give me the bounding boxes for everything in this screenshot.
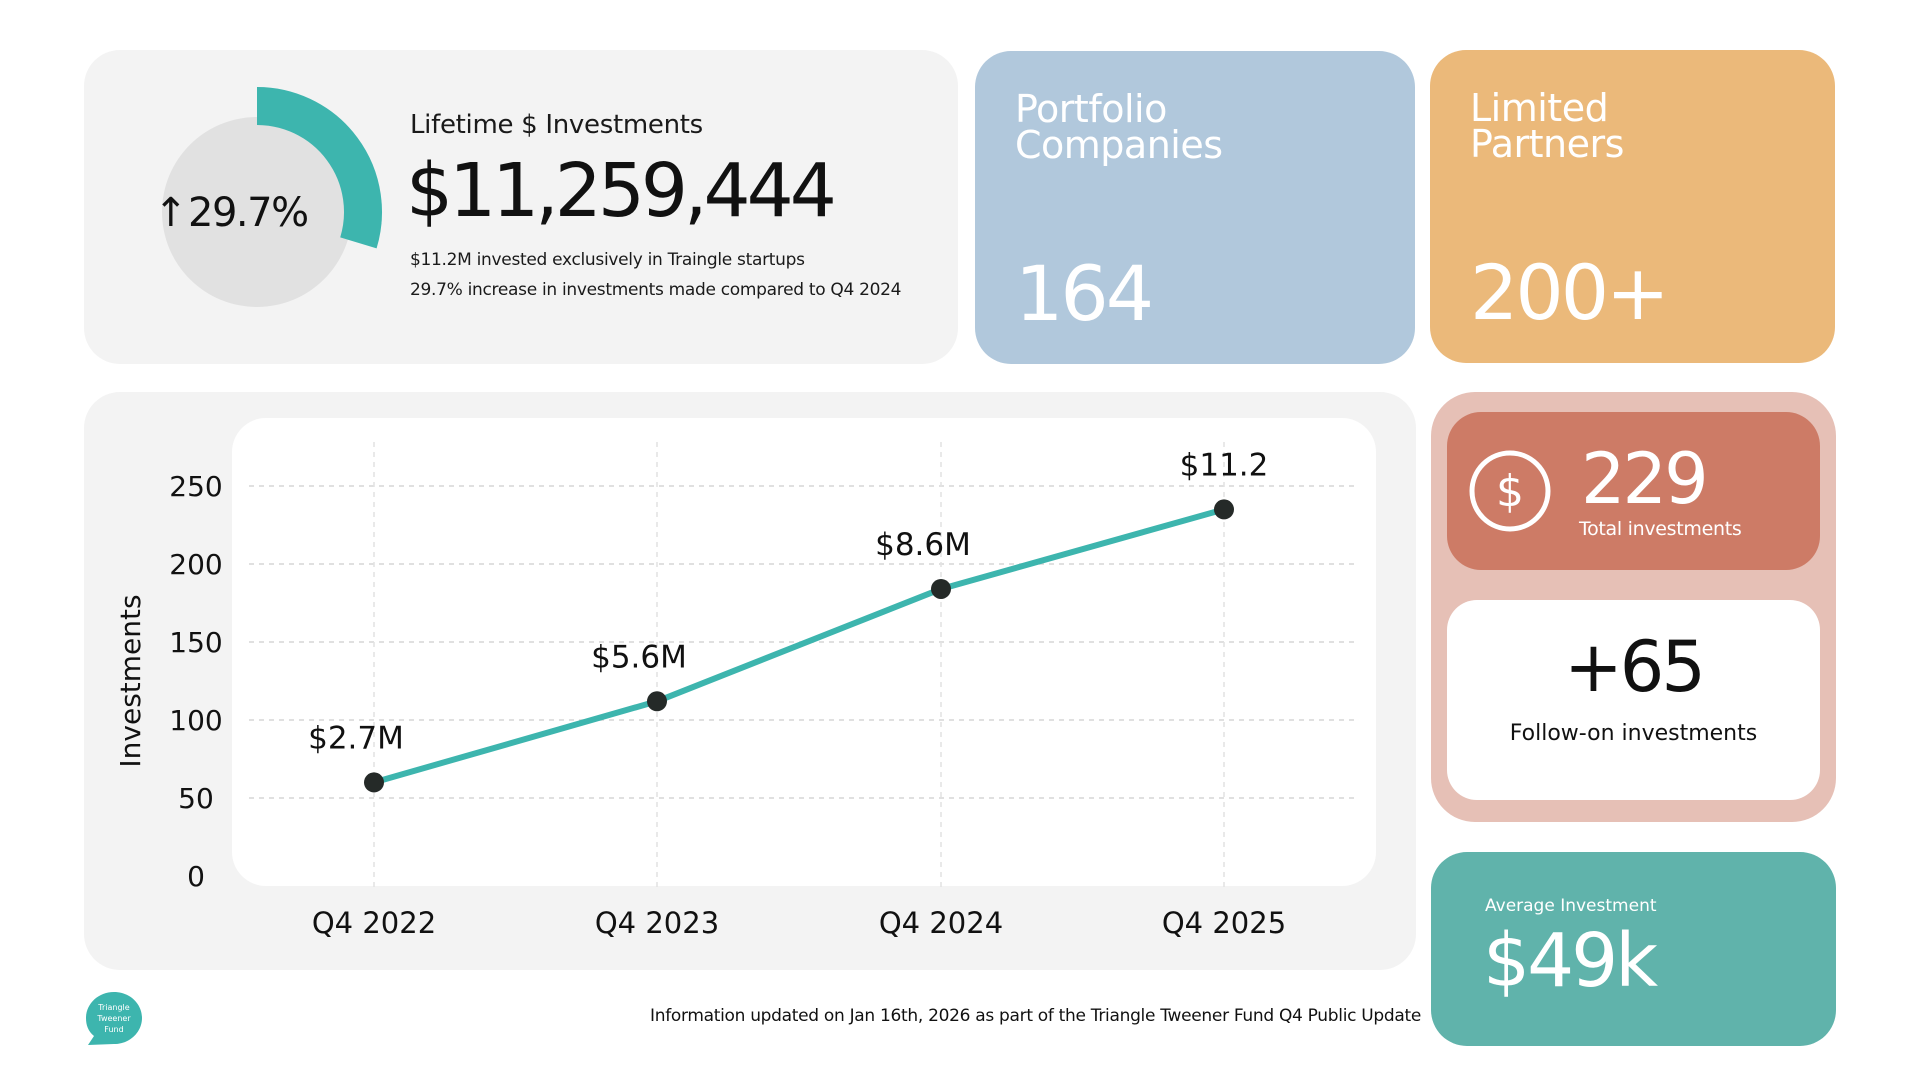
y-tick-label: 250: [169, 470, 222, 503]
average-investment-card: Average Investment $49k: [1431, 852, 1836, 1046]
follow-on-label: Follow-on investments: [1509, 721, 1758, 746]
lifetime-investments-card: ↑29.7% Lifetime $ Investments $11,259,44…: [84, 50, 958, 364]
partners-value: 200+: [1470, 248, 1670, 337]
x-tick-label: Q4 2025: [1162, 906, 1286, 940]
gauge-progress-arc: [256, 87, 382, 249]
y-tick-label: 50: [178, 782, 214, 815]
average-investment-value: $49k: [1483, 918, 1658, 1004]
y-tick-label: 0: [187, 860, 205, 893]
footer-note: Information updated on Jan 16th, 2026 as…: [650, 1006, 1422, 1026]
dollar-circle-icon: $: [1469, 450, 1551, 532]
follow-on-investments-card: +65 Follow-on investments: [1447, 600, 1820, 800]
lifetime-description-2: 29.7% increase in investments made compa…: [410, 280, 902, 300]
portfolio-value: 164: [1015, 249, 1154, 338]
data-label: $8.6M: [875, 527, 971, 563]
svg-text:$: $: [1496, 466, 1524, 517]
data-label: $5.6M: [591, 639, 687, 675]
growth-percentage-value: 29.7%: [188, 190, 309, 236]
y-tick-label: 200: [169, 548, 222, 581]
lifetime-amount: $11,259,444: [406, 148, 837, 234]
growth-percentage: ↑29.7%: [154, 190, 354, 236]
portfolio-title-line2: Companies: [1015, 123, 1223, 167]
x-tick-label: Q4 2022: [312, 906, 436, 940]
lifetime-title: Lifetime $ Investments: [410, 110, 703, 140]
partners-title-line2: Partners: [1470, 122, 1624, 166]
series-line: [371, 506, 1227, 786]
investments-chart-card: 0 50 100 150 200 250 Q4 2022 Q4 2023 Q4 2024 Q4 2…: [84, 392, 1416, 970]
x-tick-label: Q4 2024: [879, 906, 1003, 940]
total-investments-value: 229: [1581, 438, 1709, 520]
investments-summary-group: $ 229 Total investments +65 Follow-on in…: [1431, 392, 1836, 822]
logo-line3: Fund: [104, 1025, 123, 1034]
data-point: [364, 772, 384, 793]
total-investments-label: Total investments: [1579, 518, 1742, 540]
fund-logo: Triangle Tweener Fund: [86, 992, 142, 1045]
investments-line-chart: 0 50 100 150 200 250 Q4 2022 Q4 2023 Q4 2024 Q4 2…: [114, 442, 1359, 940]
portfolio-title-line1: Portfolio: [1015, 87, 1167, 131]
gauge-inner-circle: [162, 117, 352, 307]
data-label: $2.7M: [308, 720, 404, 756]
portfolio-companies-card: Portfolio Companies 164: [975, 51, 1415, 364]
logo-line1: Triangle: [97, 1003, 129, 1012]
y-tick-label: 100: [169, 704, 222, 737]
partners-title-line1: Limited: [1470, 86, 1609, 130]
total-investments-card: $ 229 Total investments: [1447, 412, 1820, 570]
x-tick-label: Q4 2023: [595, 906, 719, 940]
partners-title: Limited Partners: [1470, 86, 1624, 166]
follow-on-value: +65: [1564, 626, 1706, 708]
growth-gauge: [162, 87, 382, 307]
average-investment-label: Average Investment: [1485, 896, 1657, 916]
arrow-up-icon: ↑: [154, 190, 188, 236]
data-label: $11.2: [1180, 447, 1269, 483]
lifetime-description-1: $11.2M invested exclusively in Traingle …: [410, 250, 805, 270]
data-point: [1214, 499, 1234, 520]
chart-plot-background: [232, 418, 1376, 886]
portfolio-title: Portfolio Companies: [1015, 87, 1223, 167]
logo-line2: Tweener: [96, 1014, 131, 1023]
limited-partners-card: Limited Partners 200+: [1430, 50, 1835, 363]
y-tick-label: 150: [169, 626, 222, 659]
data-point: [647, 691, 667, 712]
data-point: [931, 578, 951, 599]
y-axis-label: Investments: [114, 594, 147, 767]
